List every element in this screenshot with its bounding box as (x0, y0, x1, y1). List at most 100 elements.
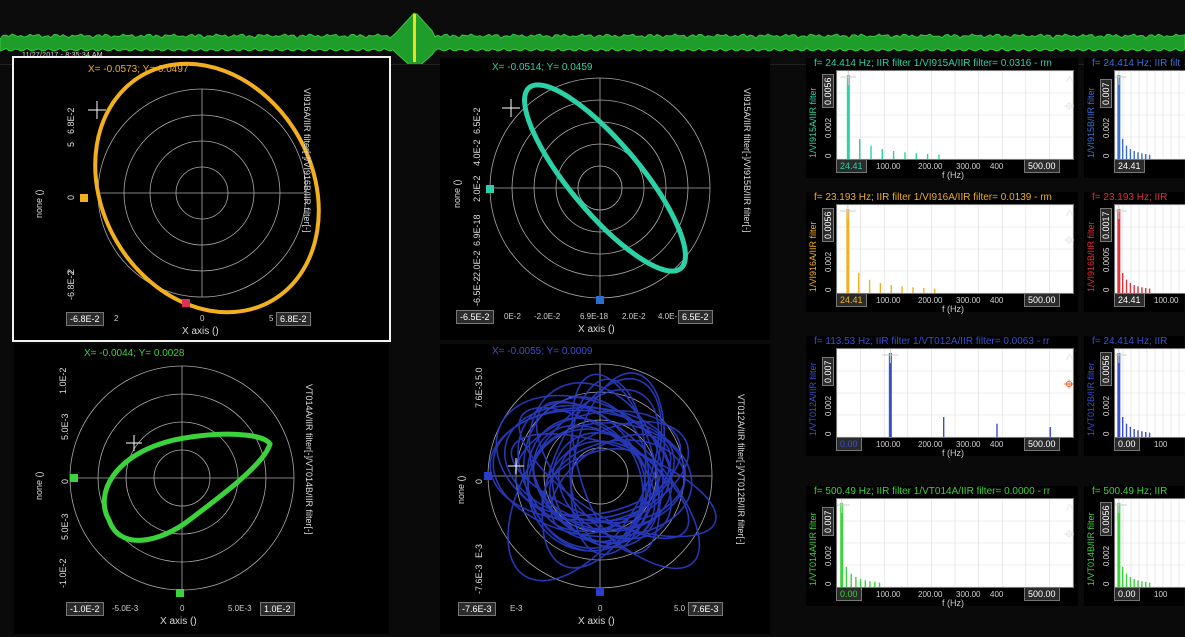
orbit-plot[interactable] (440, 344, 770, 634)
spectrum-plot[interactable] (836, 347, 1074, 438)
target-cursor-icon[interactable]: ⌖ (1064, 374, 1075, 394)
spectrum-x-last[interactable]: 500.00 (1024, 437, 1060, 451)
target-cursor-icon[interactable]: ⌖ (1064, 96, 1075, 116)
spectrum-x-last[interactable]: 500.00 (1024, 587, 1060, 601)
orbit-readout: X= -0.0055; Y= 0.0009 (492, 346, 593, 357)
orbit-plot[interactable] (14, 344, 389, 634)
y-axis-tick: 2.0E-2 (472, 175, 482, 202)
spectrum-x-first[interactable]: 0.00 (1114, 437, 1140, 451)
y-axis-label: none () (34, 189, 44, 218)
y-axis-tick: 6.9E-18 (472, 214, 482, 246)
y-axis-max[interactable]: 6.5E-2 (472, 107, 482, 134)
spectrum-plot[interactable] (1110, 497, 1185, 588)
x-axis-tick: 6.9E-18 (580, 312, 609, 321)
spectrum-x-first[interactable]: 24.41 (1114, 159, 1145, 173)
x-axis-max[interactable]: 1.0E-2 (260, 602, 295, 616)
spectrum-x-tick: 200.00 (918, 440, 943, 449)
spectrum-ymax[interactable]: 0.007 (822, 507, 834, 536)
spectrum-ymax[interactable]: 0.0056 (822, 74, 834, 108)
spectrum-x-first[interactable]: 0.00 (836, 437, 862, 451)
x-axis-max[interactable]: 6.8E-2 (276, 312, 311, 326)
spectrum-panel-s1[interactable]: f= 24.414 Hz; IIR filter 1/VI915A/IIR fi… (806, 58, 1078, 180)
spectrum-panel-s2[interactable]: f= 23.193 Hz; IIR filter 1/VI916A/IIR fi… (806, 192, 1078, 314)
spectrum-xlabel: f (Hz) (942, 448, 964, 458)
x-axis-max[interactable]: 7.6E-3 (688, 602, 723, 616)
spectrum-x-tick: 300.00 (956, 440, 981, 449)
spectrum-panel-r2[interactable]: f= 23.193 Hz; IIR 1/VI916B/IIR filter 0.00… (1084, 192, 1185, 312)
orbit-plot[interactable] (440, 58, 770, 340)
orbit-plot[interactable] (14, 58, 389, 340)
spectrum-x-tick: 100 (1154, 440, 1168, 449)
spectrum-ytick: 0 (824, 287, 833, 292)
spectrum-plot[interactable] (836, 203, 1074, 294)
x-axis-min[interactable]: -6.5E-2 (456, 310, 494, 324)
timeline-waveform[interactable] (0, 0, 1185, 64)
spectrum-plot[interactable] (833, 497, 1074, 588)
spectrum-x-first[interactable]: 0.00 (1114, 587, 1140, 601)
spectrum-ymax[interactable]: 0.007 (822, 357, 834, 386)
spectrum-x-first[interactable]: 0.00 (836, 587, 862, 601)
spectrum-x-last[interactable]: 500.00 (1024, 159, 1060, 173)
y-axis-max[interactable]: 6.8E-2 (66, 107, 76, 134)
y-axis-max[interactable]: 7.6E-3 (474, 381, 484, 408)
spectrum-ymax[interactable]: 0.0017 (1100, 208, 1112, 242)
spectrum-x-tick: 100.00 (876, 162, 901, 171)
spectrum-x-first[interactable]: 24.41 (836, 293, 867, 307)
y-axis-min[interactable]: -7.6E-3 (474, 564, 484, 594)
zoom-up-icon[interactable]: ^ (1066, 208, 1074, 225)
y-axis-label: none () (452, 179, 462, 208)
spectrum-x-tick: 300.00 (956, 296, 981, 305)
zoom-up-icon[interactable]: ^ (1066, 352, 1074, 369)
spectrum-x-first[interactable]: 24.41 (836, 159, 867, 173)
zoom-up-icon[interactable]: ^ (1066, 74, 1074, 91)
spectrum-ytick: 0 (1102, 581, 1111, 586)
spectrum-panel-s4[interactable]: f= 500.49 Hz; IIR filter 1/VT014A/IIR fi… (806, 486, 1078, 608)
spectrum-x-tick: 400 (990, 296, 1004, 305)
spectrum-ylabel: 1/VI915B/IIR filter (1086, 87, 1096, 158)
target-cursor-icon[interactable]: ⌖ (1064, 230, 1075, 250)
x-axis-max[interactable]: 6.5E-2 (678, 310, 713, 324)
orbit-readout: X= -0.0573; Y= 0.0497 (88, 64, 189, 75)
spectrum-plot[interactable] (1110, 69, 1185, 160)
x-axis-min[interactable]: -1.0E-2 (66, 602, 104, 616)
orbit-panel-vi915[interactable]: X= -0.0514; Y= 0.0459 -6.5E-2 0E-2 -2.0E… (440, 58, 770, 340)
spectrum-xlabel: f (Hz) (942, 598, 964, 608)
spectrum-plot[interactable] (1110, 347, 1185, 438)
zoom-up-icon[interactable]: ^ (1066, 502, 1074, 519)
spectrum-ymax[interactable]: 0.007 (1100, 79, 1112, 108)
spectrum-ymax[interactable]: 0.0056 (1100, 502, 1112, 536)
spectrum-plot[interactable] (1110, 203, 1185, 294)
timeline-strip[interactable]: 11/27/2017 - 8:35:34 AM (0, 0, 1185, 65)
orbit-panel-vi916[interactable]: X= -0.0573; Y= 0.0497 -6.8E-2 2 0 5 6.8E… (12, 56, 391, 342)
spectrum-x-last[interactable]: 500.00 (1024, 293, 1060, 307)
spectrum-plot[interactable] (836, 69, 1074, 160)
spectrum-panel-s3[interactable]: f= 113.53 Hz; IIR filter 1/VT012A/IIR fi… (806, 336, 1078, 458)
spectrum-x-first[interactable]: 24.41 (1114, 293, 1145, 307)
y-axis-max-prefix: 5.0 (474, 367, 484, 380)
y-axis-min[interactable]: -1.0E-2 (58, 558, 68, 588)
spectrum-ymax[interactable]: 0.0056 (822, 208, 834, 242)
orbit-panel-vt014[interactable]: X= -0.0044; Y= 0.0028 -1.0E-2 -5.0E-3 0 … (14, 344, 389, 634)
orbit-side-label: VI916A/IIR filter[-]/VI916B/IIR filter[-… (302, 88, 312, 233)
spectrum-ymax[interactable]: 0.0056 (1100, 352, 1112, 386)
spectrum-ylabel: 1/VI916A/IIR filter (808, 221, 818, 292)
spectrum-panel-r1[interactable]: f= 24.414 Hz; IIR filt 1/VI915B/IIR filte… (1084, 58, 1185, 178)
spectrum-panel-r4[interactable]: f= 500.49 Hz; IIR 1/VT014B/IIR filter 0.00… (1084, 486, 1185, 606)
spectrum-ytick: 0 (824, 153, 833, 158)
spectrum-ytick: 0 (1102, 431, 1111, 436)
y-axis-max[interactable]: 1.0E-2 (58, 367, 68, 394)
spectrum-ytick: 0.002 (1102, 545, 1111, 566)
spectrum-panel-r3[interactable]: f= 24.414 Hz; IIR 1/VT012B/IIR filter 0.00… (1084, 336, 1185, 456)
orbit-panel-vt012[interactable]: X= -0.0055; Y= 0.0009 -7.6E-3 E-3 0 5.0 … (440, 344, 770, 634)
y-axis-label: none () (456, 475, 466, 504)
y-axis-min[interactable]: -6.5E-2 (472, 276, 482, 306)
x-axis-tick: -5.0E-3 (112, 604, 139, 613)
target-cursor-icon[interactable]: ⌖ (1064, 524, 1075, 544)
x-axis-min[interactable]: -7.6E-3 (458, 602, 496, 616)
spectrum-x-tick: 300.00 (956, 590, 981, 599)
spectrum-ylabel: 1/VT014A/IIR filter (808, 512, 818, 586)
spectrum-ytick: 0.002 (824, 395, 833, 416)
spectrum-title: f= 24.414 Hz; IIR filter 1/VI915A/IIR fi… (814, 58, 1052, 69)
x-axis-min[interactable]: -6.8E-2 (66, 312, 104, 326)
y-axis-min[interactable]: -6.8E-2 (66, 270, 76, 300)
